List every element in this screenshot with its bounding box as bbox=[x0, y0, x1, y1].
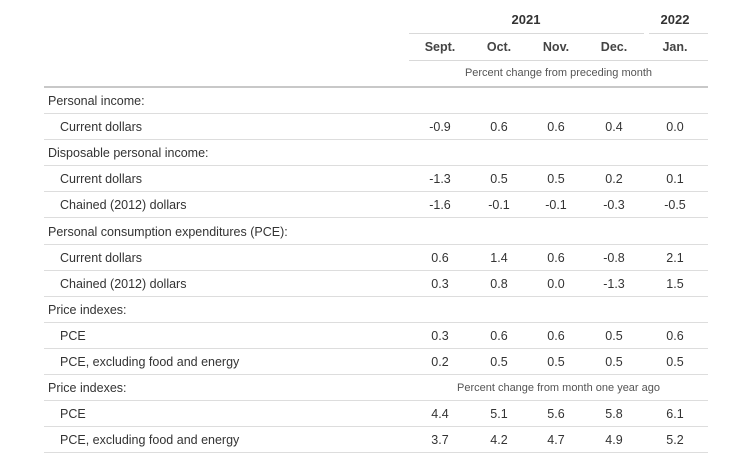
table-row: PCE 4.4 5.1 5.6 5.8 6.1 bbox=[44, 401, 708, 428]
value-cell: 0.6 bbox=[547, 250, 565, 265]
value-cell: 3.7 bbox=[431, 433, 449, 448]
table-row: Current dollars -1.3 0.5 0.5 0.2 0.1 bbox=[44, 166, 708, 193]
row-label: PCE bbox=[60, 407, 86, 422]
value-cell: 0.0 bbox=[547, 276, 565, 291]
value-cell: -1.3 bbox=[429, 172, 451, 187]
month-header: Sept. bbox=[424, 40, 456, 54]
table-row: Current dollars -0.9 0.6 0.6 0.4 0.0 bbox=[44, 114, 708, 141]
value-cell: -0.3 bbox=[603, 198, 625, 213]
value-cell: 0.5 bbox=[547, 355, 565, 369]
table-row: Disposable personal income: bbox=[44, 140, 708, 167]
year-2022-header: 2022 bbox=[660, 12, 690, 27]
year-2021-header: 2021 bbox=[511, 12, 541, 27]
value-cell: 0.5 bbox=[605, 355, 623, 369]
value-cell: 5.2 bbox=[666, 433, 684, 448]
value-cell: 0.3 bbox=[431, 276, 449, 291]
value-cell: 0.6 bbox=[431, 250, 449, 265]
table-row: Chained (2012) dollars -1.6 -0.1 -0.1 -0.3 -0… bbox=[44, 192, 708, 219]
value-cell: 0.8 bbox=[490, 276, 508, 291]
value-cell: 5.1 bbox=[490, 407, 508, 422]
section-label: Price indexes: bbox=[48, 302, 127, 317]
value-cell: 0.5 bbox=[490, 172, 508, 187]
value-cell: 4.2 bbox=[490, 433, 508, 448]
value-cell: 0.6 bbox=[490, 328, 508, 343]
value-cell: 0.2 bbox=[431, 355, 449, 369]
value-cell: -0.9 bbox=[429, 120, 451, 135]
section-label: Personal income: bbox=[48, 94, 145, 108]
value-cell: 2.1 bbox=[666, 250, 684, 265]
row-label: PCE, excluding food and energy bbox=[60, 433, 240, 448]
year-2022-underline bbox=[649, 33, 708, 34]
value-cell: 0.5 bbox=[666, 355, 684, 369]
table-row: Personal income: bbox=[44, 88, 708, 114]
row-label: Current dollars bbox=[60, 120, 142, 135]
table-row: PCE, excluding food and energy 0.2 0.5 0.5 0… bbox=[44, 349, 708, 375]
value-cell: 4.7 bbox=[547, 433, 565, 448]
value-cell: 1.5 bbox=[666, 276, 684, 291]
value-cell: -0.1 bbox=[488, 198, 510, 213]
value-cell: 0.5 bbox=[605, 328, 623, 343]
value-cell: 0.5 bbox=[547, 172, 565, 187]
table-row: PCE, excluding food and energy 3.7 4.2 4.7 4… bbox=[44, 427, 708, 454]
value-cell: -0.1 bbox=[545, 198, 567, 213]
table-row: Personal consumption expenditures (PCE): bbox=[44, 219, 708, 245]
section-label: Personal consumption expenditures (PCE): bbox=[48, 224, 288, 239]
month-header: Oct. bbox=[486, 40, 512, 54]
month-header: Nov. bbox=[542, 40, 570, 54]
month-header: Jan. bbox=[662, 40, 688, 54]
value-cell: 0.2 bbox=[605, 172, 623, 187]
value-cell: -1.6 bbox=[429, 198, 451, 213]
header-rule bbox=[44, 86, 708, 88]
value-cell: 5.8 bbox=[605, 407, 623, 422]
table-row: Current dollars 0.6 1.4 0.6 -0.8 2.1 bbox=[44, 245, 708, 271]
table-row: Chained (2012) dollars 0.3 0.8 0.0 -1.3 1.5 bbox=[44, 271, 708, 297]
value-cell: 6.1 bbox=[666, 407, 684, 422]
table-row: Price indexes: bbox=[44, 297, 708, 323]
value-cell: -1.3 bbox=[603, 276, 625, 291]
table-row: PCE 0.3 0.6 0.6 0.5 0.6 bbox=[44, 323, 708, 349]
month-underline bbox=[409, 60, 708, 61]
month-header: Dec. bbox=[600, 40, 628, 54]
row-label: Chained (2012) dollars bbox=[60, 276, 187, 291]
value-cell: 0.5 bbox=[490, 355, 508, 369]
value-cell: 0.3 bbox=[431, 328, 449, 343]
value-cell: 0.1 bbox=[666, 172, 684, 187]
table-row: Price indexes: Percent change from month … bbox=[44, 375, 708, 402]
row-label: PCE, excluding food and energy bbox=[60, 355, 240, 369]
value-cell: 0.0 bbox=[666, 120, 684, 135]
section-label: Disposable personal income: bbox=[48, 146, 209, 161]
value-cell: 1.4 bbox=[490, 250, 508, 265]
value-cell: 0.6 bbox=[666, 328, 684, 343]
row-label: Chained (2012) dollars bbox=[60, 198, 187, 213]
value-cell: 4.4 bbox=[431, 407, 449, 422]
row-label: PCE bbox=[60, 328, 86, 343]
value-cell: 0.6 bbox=[490, 120, 508, 135]
year-2021-underline bbox=[409, 33, 644, 34]
value-cell: -0.8 bbox=[603, 250, 625, 265]
value-cell: 0.6 bbox=[547, 120, 565, 135]
value-cell: -0.5 bbox=[664, 198, 686, 213]
value-cell: 5.6 bbox=[547, 407, 565, 422]
row-label: Current dollars bbox=[60, 172, 142, 187]
section-label: Price indexes: bbox=[48, 381, 127, 396]
value-cell: 0.6 bbox=[547, 328, 565, 343]
unit-note: Percent change from preceding month bbox=[464, 67, 653, 79]
row-label: Current dollars bbox=[60, 250, 142, 265]
value-cell: 4.9 bbox=[605, 433, 623, 448]
value-cell: 0.4 bbox=[605, 120, 623, 135]
unit-note: Percent change from month one year ago bbox=[456, 382, 660, 395]
